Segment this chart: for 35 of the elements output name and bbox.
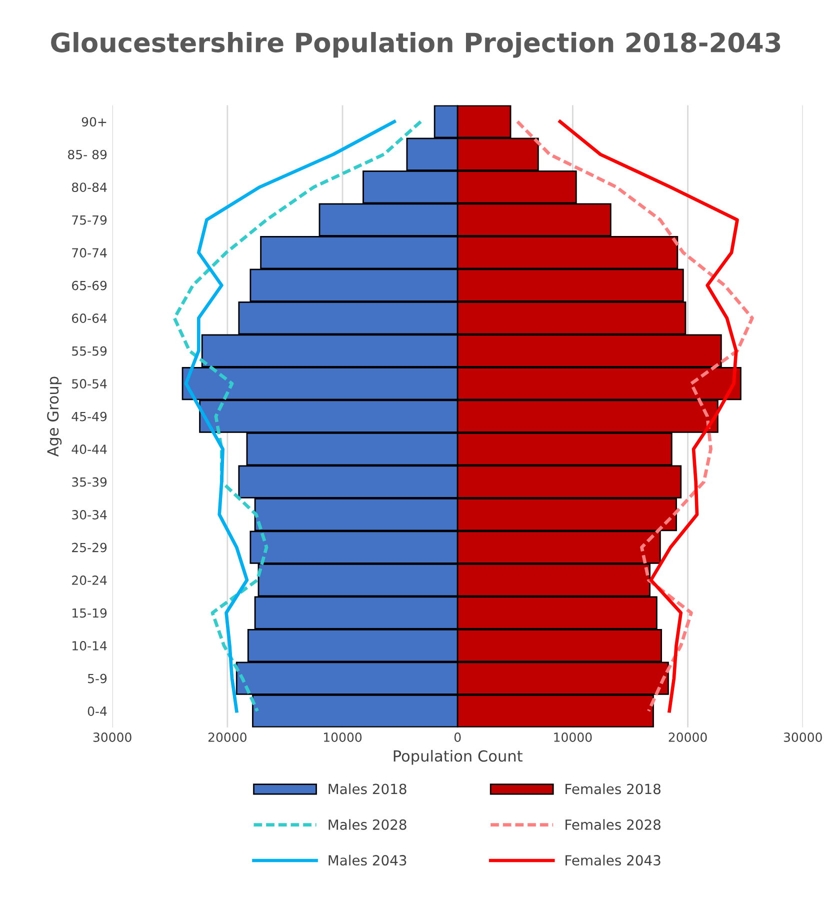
x-tick-label: 20000 [668, 732, 707, 742]
legend-label: Females 2018 [566, 783, 660, 794]
x-axis-title: Population Count [394, 750, 522, 765]
x-tick-label: 0 [454, 732, 461, 742]
y-tick-label: 55-59 [72, 346, 107, 356]
y-tick-label: 65-69 [72, 280, 107, 290]
y-tick-label: 85- 89 [68, 150, 107, 160]
y-tick-label: 45-49 [72, 412, 107, 422]
x-tick-label: 10000 [554, 732, 592, 742]
y-tick-label: 0-4 [88, 706, 107, 716]
y-tick-label: 20-24 [72, 576, 107, 585]
y-tick-label: 90+ [82, 117, 106, 127]
y-tick-label: 50-54 [72, 379, 107, 389]
legend-label: Females 2028 [566, 819, 660, 830]
y-tick-label: 80-84 [72, 182, 107, 192]
y-tick-label: 70-74 [72, 248, 107, 258]
y-tick-label: 25-29 [72, 542, 107, 552]
x-tick-label: 20000 [208, 732, 246, 742]
y-tick-label: 5-9 [88, 674, 107, 684]
legend-label: Males 2043 [328, 854, 406, 866]
y-axis-title: Age Group [47, 376, 62, 457]
x-tick-label: 30000 [93, 732, 132, 742]
y-tick-label: 40-44 [72, 444, 107, 454]
y-tick-label: 15-19 [72, 608, 107, 618]
y-tick-label: 30-34 [72, 510, 107, 520]
y-tick-label: 75-79 [72, 215, 107, 225]
chart-title: Gloucestershire Population Projection 2018-2043 [51, 32, 780, 58]
legend-label: Males 2018 [328, 783, 406, 794]
y-tick-label: 10-14 [72, 641, 107, 650]
y-tick-label: 60-64 [72, 314, 107, 324]
legend-label: Females 2043 [566, 854, 660, 866]
legend-label: Males 2028 [328, 819, 406, 830]
x-tick-label: 30000 [784, 732, 822, 742]
y-tick-label: 35-39 [72, 477, 107, 487]
x-tick-label: 10000 [324, 732, 362, 742]
